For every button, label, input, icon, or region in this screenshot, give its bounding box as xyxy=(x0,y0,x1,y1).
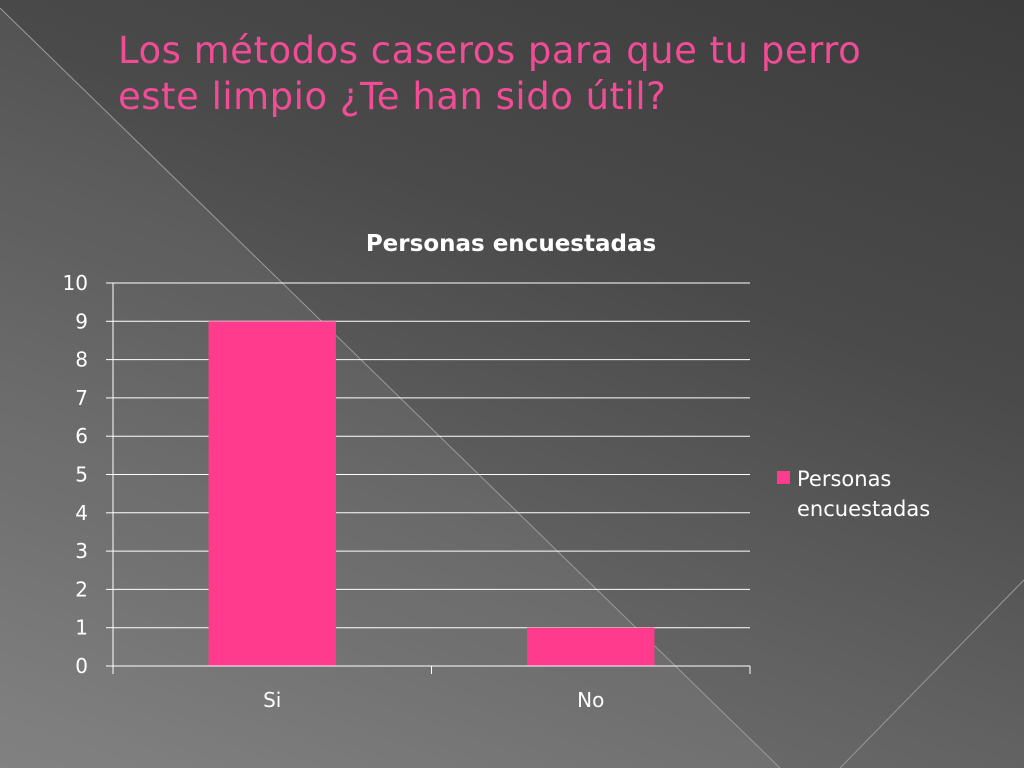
gridlines xyxy=(106,282,750,667)
legend: Personas encuestadas xyxy=(777,467,930,521)
y-tick-label: 8 xyxy=(75,348,88,372)
y-tick-label: 2 xyxy=(75,577,88,601)
y-tick-label: 0 xyxy=(75,654,88,678)
y-tick-label: 10 xyxy=(63,271,88,295)
chart-title: Personas encuestadas xyxy=(366,231,656,257)
y-tick-label: 5 xyxy=(75,463,88,487)
legend-label-line-2: encuestadas xyxy=(797,497,930,521)
y-tick-label: 4 xyxy=(75,501,88,525)
y-tick-label: 7 xyxy=(75,386,88,410)
legend-label-line-1: Personas xyxy=(797,467,891,491)
y-tick-label: 3 xyxy=(75,539,88,563)
bar-si xyxy=(208,321,336,666)
y-axis-tick-labels: 0 1 2 3 4 5 6 7 8 9 10 xyxy=(63,271,88,678)
bar-no xyxy=(527,627,655,666)
y-tick-label: 9 xyxy=(75,309,88,333)
y-tick-label: 1 xyxy=(75,616,88,640)
bars xyxy=(208,321,655,666)
y-tick-label: 6 xyxy=(75,424,88,448)
background-corner-line xyxy=(839,579,1024,768)
x-axis-tick-labels: Si No xyxy=(263,688,604,712)
legend-swatch xyxy=(777,471,790,484)
axes xyxy=(112,283,751,674)
x-tick-label: Si xyxy=(263,688,281,712)
slide-title: Los métodos caseros para que tu perro es… xyxy=(118,29,862,118)
x-tick-label: No xyxy=(577,688,604,712)
